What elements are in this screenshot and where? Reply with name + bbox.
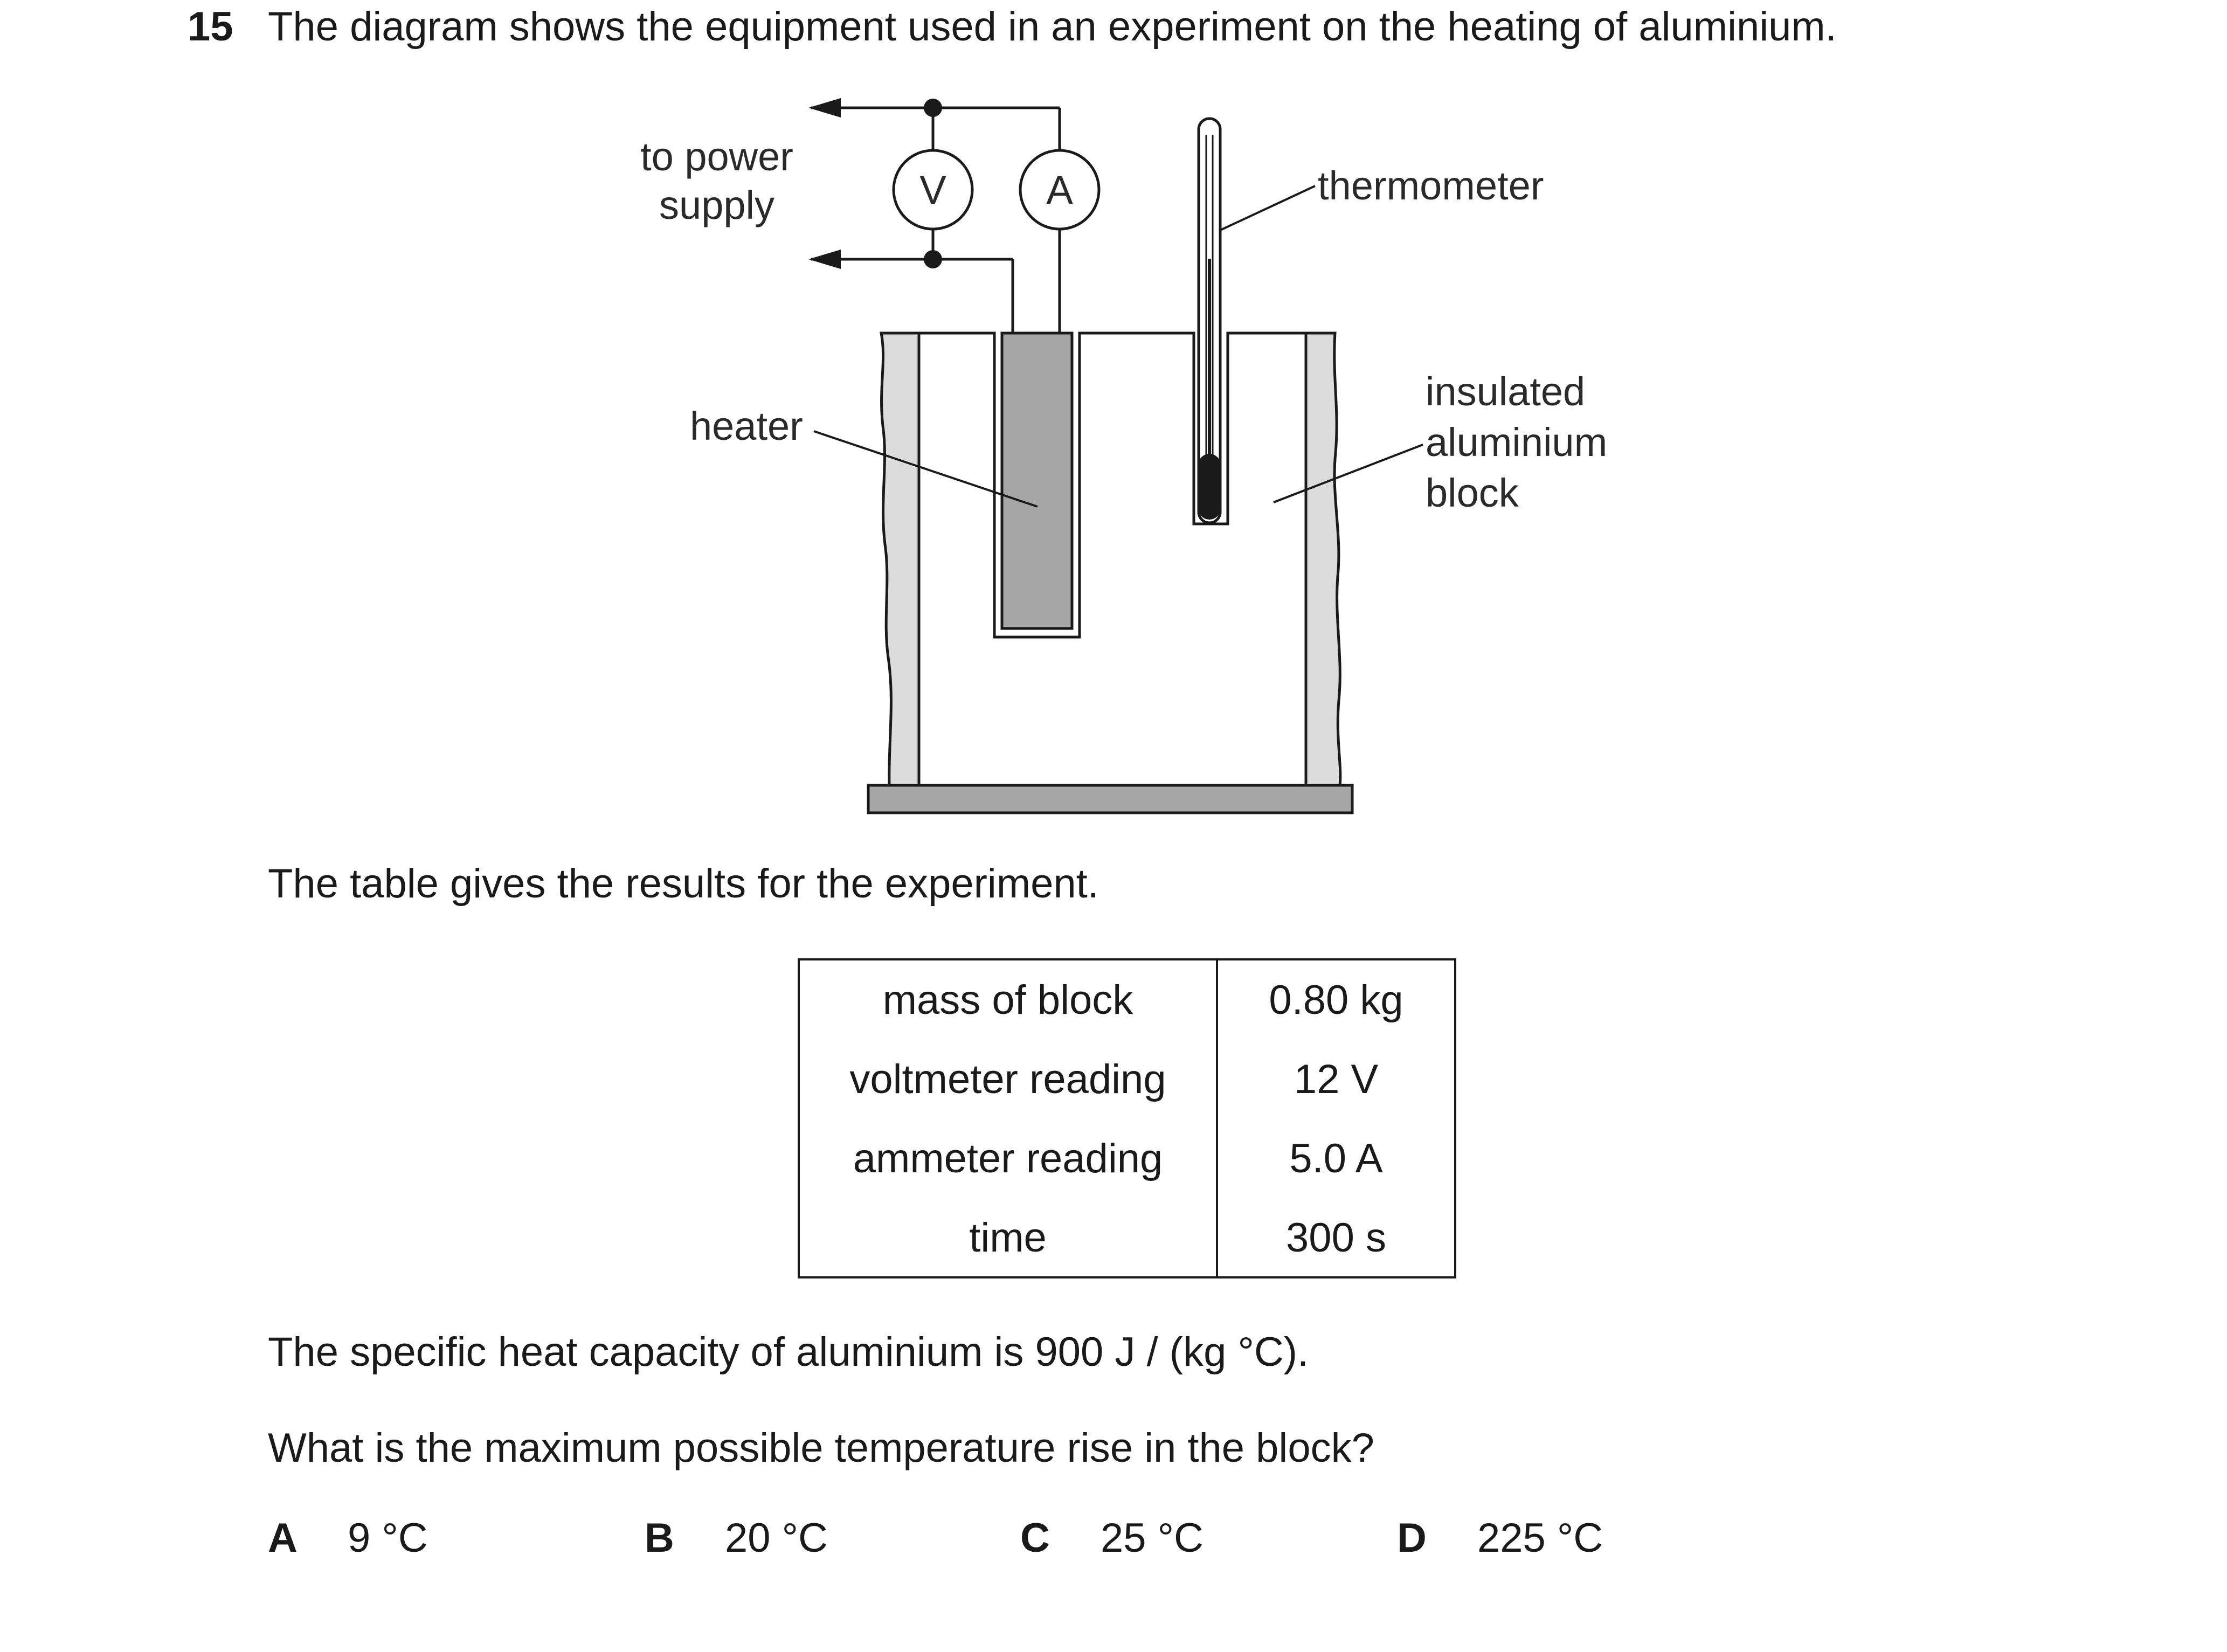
question-number: 15 <box>188 4 233 50</box>
option-d-letter[interactable]: D <box>1397 1515 1427 1561</box>
ammeter-symbol: A <box>1019 149 1101 231</box>
results-row-value: 0.80 kg <box>1269 977 1403 1023</box>
junction-dot-bottom <box>924 250 942 268</box>
heater-element <box>1000 331 1074 630</box>
option-a-value[interactable]: 9 °C <box>348 1515 428 1561</box>
option-c-value[interactable]: 25 °C <box>1101 1515 1204 1561</box>
label-supply: supply <box>659 183 774 227</box>
option-a-letter[interactable]: A <box>268 1515 298 1561</box>
supply-arrow-top <box>808 98 841 117</box>
specific-heat-info: The specific heat capacity of aluminium … <box>268 1329 1309 1375</box>
label-block: block <box>1426 471 1519 515</box>
label-aluminium: aluminium <box>1426 420 1607 465</box>
option-b-letter[interactable]: B <box>645 1515 674 1561</box>
table-intro-text: The table gives the results for the expe… <box>268 861 1099 907</box>
results-row-value: 5.0 A <box>1289 1136 1383 1181</box>
label-thermometer: thermometer <box>1318 163 1544 208</box>
label-heater: heater <box>690 404 803 448</box>
thermometer-instrument <box>1197 117 1222 524</box>
voltmeter-label: V <box>919 168 946 212</box>
leader-line-heater <box>813 430 1038 508</box>
apparatus-diagram: V A to power supply thermometer heater i… <box>640 98 1607 814</box>
results-label-column: mass of block voltmeter reading ammeter … <box>800 960 1218 1276</box>
label-insulated: insulated <box>1426 369 1585 414</box>
supply-arrow-bottom <box>808 250 841 269</box>
option-d-value[interactable]: 225 °C <box>1477 1515 1603 1561</box>
results-value-column: 0.80 kg 12 V 5.0 A 300 s <box>1218 960 1454 1276</box>
results-table: mass of block voltmeter reading ammeter … <box>798 958 1456 1278</box>
results-row-label: mass of block <box>882 977 1133 1023</box>
answer-options: A 9 °C B 20 °C C 25 °C D 225 °C <box>0 1515 2227 1574</box>
voltmeter-symbol: V <box>892 149 974 231</box>
leader-line-block <box>1273 444 1423 503</box>
option-b-value[interactable]: 20 °C <box>725 1515 828 1561</box>
insulation-right <box>1304 331 1342 787</box>
results-row-value: 12 V <box>1294 1056 1379 1102</box>
label-to-power: to power <box>640 134 793 179</box>
results-row-label: ammeter reading <box>853 1136 1163 1181</box>
insulation-left <box>879 331 921 787</box>
results-row-label: voltmeter reading <box>849 1056 1166 1102</box>
junction-dot-top <box>924 99 942 117</box>
ammeter-label: A <box>1046 168 1073 212</box>
results-row-label: time <box>969 1215 1047 1261</box>
aluminium-block <box>917 331 1308 787</box>
base-plate <box>867 784 1354 814</box>
results-row-value: 300 s <box>1286 1215 1386 1261</box>
question-text: The diagram shows the equipment used in … <box>268 4 1837 50</box>
question-prompt: What is the maximum possible temperature… <box>268 1425 1374 1471</box>
option-c-letter[interactable]: C <box>1020 1515 1050 1561</box>
leader-line-thermometer <box>1219 185 1316 232</box>
